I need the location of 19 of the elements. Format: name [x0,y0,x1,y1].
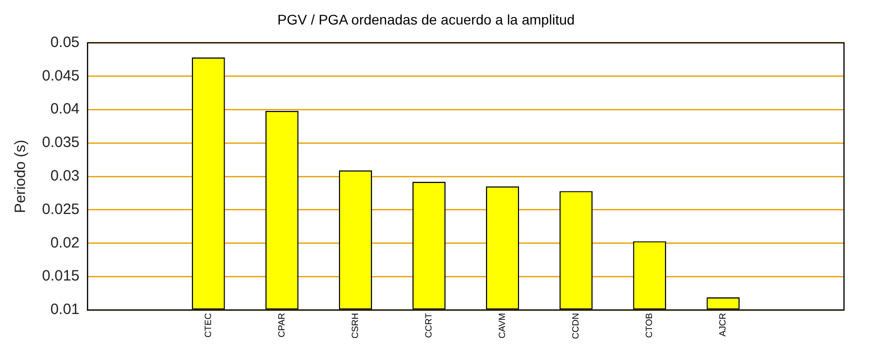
y-tick-label: 0.01 [50,301,80,318]
x-tick-label: CCDN [570,313,581,339]
y-axis-title: Periodo (s) [12,140,30,214]
y-tick-label: 0.03 [50,168,80,185]
chart-title: PGV / PGA ordenadas de acuerdo a la amplitud [277,11,575,28]
x-tick-label: CCRT [423,312,434,338]
x-tick-label: CSRH [350,313,360,339]
x-tick-label: AJCR [718,312,728,337]
x-tick-label: CTOB [644,313,654,338]
y-tick-label: 0.02 [50,234,80,252]
y-tick-label: 0.015 [42,268,80,285]
y-tick-label: 0.035 [42,134,80,152]
x-tick-label: CPAR [276,312,286,338]
y-tick-label: 0.025 [42,200,80,218]
y-tick-label: 0.045 [42,67,80,84]
y-tick-label: 0.04 [50,100,80,118]
y-tick-label: 0.05 [50,34,80,51]
x-tick-label: CAVM [497,313,508,338]
x-tick-label: CTEC [202,312,213,338]
